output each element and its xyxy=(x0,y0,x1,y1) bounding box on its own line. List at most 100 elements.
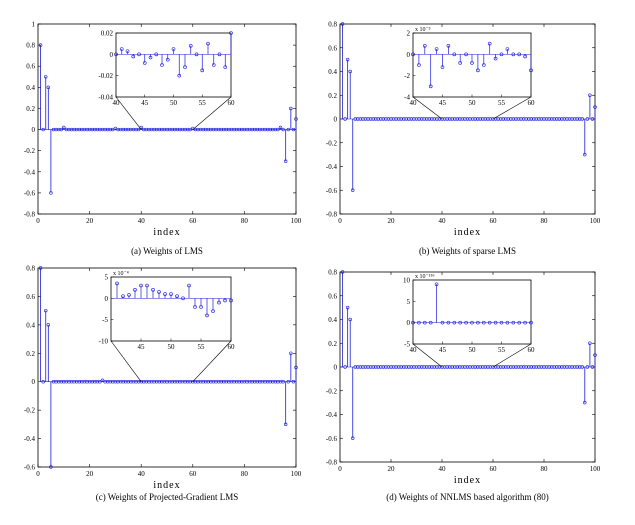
inset-stem-marker xyxy=(223,298,227,303)
inset-stem-marker xyxy=(470,61,474,65)
stem-marker xyxy=(343,365,347,369)
y-tick-label: 0 xyxy=(334,116,338,124)
inset-y-tick-label: -10 xyxy=(99,338,109,346)
y-tick-label: -0.4 xyxy=(24,435,36,443)
inset-y-tick-label: 5 xyxy=(105,274,109,282)
inset-x-tick-label: 50 xyxy=(168,343,176,351)
inset-stem-marker xyxy=(175,294,179,299)
inset-stem-marker xyxy=(183,65,187,69)
inset-stem-marker xyxy=(137,52,141,57)
y-tick-label: 0.8 xyxy=(328,269,337,277)
inset-stem-marker xyxy=(206,41,210,46)
y-tick-label: -0.6 xyxy=(326,187,338,195)
y-tick-label: -0.8 xyxy=(326,459,338,467)
inset-stem-marker xyxy=(131,54,136,59)
inset-stem-marker xyxy=(217,52,222,57)
stem-marker xyxy=(289,106,293,111)
stem-marker xyxy=(588,341,592,345)
inset-y-tick-label: 5 xyxy=(407,298,411,306)
y-tick-label: 0 xyxy=(334,364,338,372)
x-tick-label: 100 xyxy=(291,217,302,225)
inset-y-tick-label: -2 xyxy=(404,72,410,80)
y-tick-label: 0.8 xyxy=(26,42,35,50)
y-tick-label: 0.6 xyxy=(26,63,35,71)
inset-stem-marker xyxy=(119,47,124,51)
stem-marker xyxy=(348,69,352,74)
stem-marker xyxy=(136,127,141,132)
inset-stem-marker xyxy=(223,65,228,69)
stem-marker xyxy=(98,380,102,384)
inset-stem-marker xyxy=(148,55,153,60)
inset-stem-marker xyxy=(523,320,527,325)
x-axis-label: index xyxy=(153,480,180,491)
stem-marker xyxy=(345,305,350,310)
inset-stem-marker xyxy=(499,52,504,57)
panel-caption: (a) Weights of LMS xyxy=(131,246,203,256)
inset-stem-marker xyxy=(187,283,191,288)
inset-stem-marker xyxy=(154,52,159,57)
y-tick-label: 0.4 xyxy=(26,321,35,329)
inset-stem-marker xyxy=(470,320,474,325)
inset-x-tick-label: 45 xyxy=(141,99,149,107)
inset-y-tick-label: -5 xyxy=(102,316,108,324)
inset-stem-marker xyxy=(505,320,510,325)
x-axis-label: index xyxy=(454,227,481,238)
inset-stem-marker xyxy=(529,320,533,325)
y-tick-label: 0.4 xyxy=(26,84,35,92)
inset-x-tick-label: 60 xyxy=(528,99,536,107)
zoom-connector xyxy=(192,340,232,382)
y-tick-label: 1 xyxy=(32,21,36,29)
inset-stem-marker xyxy=(476,320,480,325)
stem-marker xyxy=(289,351,293,355)
inset-y-tick-label: 0 xyxy=(110,51,114,59)
y-tick-label: -0.6 xyxy=(326,435,338,443)
inset-stem-marker xyxy=(157,290,161,294)
inset-x-tick-label: 40 xyxy=(410,346,418,354)
y-tick-label: 0 xyxy=(32,378,36,386)
inset-stem-marker xyxy=(417,63,421,67)
inset-y-tick-label: 0 xyxy=(407,319,411,327)
stem-marker xyxy=(580,117,584,121)
x-tick-label: 80 xyxy=(241,470,249,478)
inset-stem-marker xyxy=(481,63,486,67)
y-tick-label: 0.6 xyxy=(26,293,35,301)
y-tick-label: 0.2 xyxy=(328,92,337,100)
stem-marker xyxy=(44,75,48,79)
inset-exponent-label: x 10⁻⁴ xyxy=(113,271,129,277)
zoom-connector xyxy=(492,343,532,368)
inset-x-tick-label: 55 xyxy=(198,343,206,351)
stem-marker xyxy=(283,422,288,427)
y-tick-label: 0 xyxy=(32,126,36,134)
stem-marker xyxy=(593,353,597,357)
y-tick-label: 0.2 xyxy=(26,105,35,113)
x-axis-label: index xyxy=(153,227,180,238)
x-tick-label: 20 xyxy=(86,217,94,225)
inset-stem-marker xyxy=(446,43,451,48)
stem-marker xyxy=(46,85,51,90)
y-tick-label: 0.4 xyxy=(328,316,337,324)
inset-stem-marker xyxy=(487,41,492,46)
inset-stem-marker xyxy=(499,320,504,325)
inset-x-tick-label: 40 xyxy=(113,99,121,107)
x-tick-label: 60 xyxy=(490,217,498,225)
zoom-connector xyxy=(412,96,443,120)
inset-stem-marker xyxy=(160,63,164,67)
panel-d-nnlms: 0.80.60.40.20-0.2-0.4-0.6-0.80 20 40 60 80 10… xyxy=(326,269,601,503)
x-tick-label: 40 xyxy=(138,470,146,478)
x-tick-label: 40 xyxy=(138,217,146,225)
stem-marker xyxy=(340,22,345,26)
inset-y-tick-label: 0 xyxy=(407,51,411,59)
inset-stem-marker xyxy=(464,52,468,57)
x-tick-label: 0 xyxy=(36,470,40,478)
inset-stem-marker xyxy=(163,292,167,296)
x-tick-label: 60 xyxy=(490,465,498,473)
inset-stem-marker xyxy=(493,56,498,61)
x-tick-label: 100 xyxy=(590,465,601,473)
inset-y-tick-label: 2 xyxy=(407,30,411,38)
stem-marker xyxy=(281,127,285,132)
inset-x-tick-label: 50 xyxy=(469,346,477,354)
y-tick-label: 0.8 xyxy=(328,21,337,29)
inset-stem-marker xyxy=(142,61,147,65)
stem-marker xyxy=(588,93,592,97)
stem-marker xyxy=(340,270,345,274)
